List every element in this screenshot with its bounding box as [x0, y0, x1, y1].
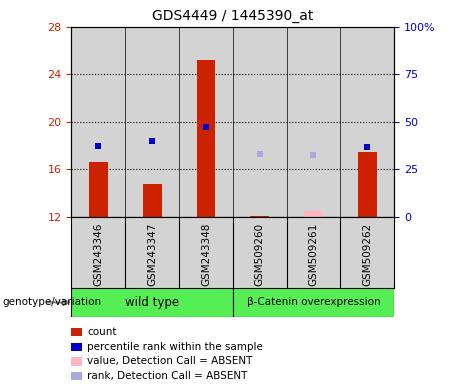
Bar [196, 60, 215, 217]
Bar [304, 211, 323, 217]
Text: genotype/variation: genotype/variation [2, 297, 101, 307]
Bar [250, 216, 269, 217]
Bar [233, 27, 287, 217]
Bar [340, 27, 394, 217]
Text: percentile rank within the sample: percentile rank within the sample [87, 342, 263, 352]
Text: GSM243347: GSM243347 [147, 223, 157, 286]
Bar [125, 27, 179, 217]
Text: wild type: wild type [125, 296, 179, 309]
Text: count: count [87, 327, 117, 337]
Bar [89, 162, 108, 217]
Bar [179, 27, 233, 217]
Bar [71, 27, 125, 217]
Text: rank, Detection Call = ABSENT: rank, Detection Call = ABSENT [87, 371, 248, 381]
Title: GDS4449 / 1445390_at: GDS4449 / 1445390_at [152, 9, 313, 23]
Text: GSM509260: GSM509260 [254, 223, 265, 286]
Text: β-Catenin overexpression: β-Catenin overexpression [247, 297, 380, 308]
Text: GSM243346: GSM243346 [93, 223, 103, 286]
Bar [233, 288, 394, 317]
Bar [143, 184, 161, 217]
Text: value, Detection Call = ABSENT: value, Detection Call = ABSENT [87, 356, 253, 366]
Bar [71, 288, 233, 317]
Text: GSM509261: GSM509261 [308, 223, 319, 286]
Text: GSM243348: GSM243348 [201, 223, 211, 286]
Bar [287, 27, 340, 217]
Bar [358, 152, 377, 217]
Text: GSM509262: GSM509262 [362, 223, 372, 286]
